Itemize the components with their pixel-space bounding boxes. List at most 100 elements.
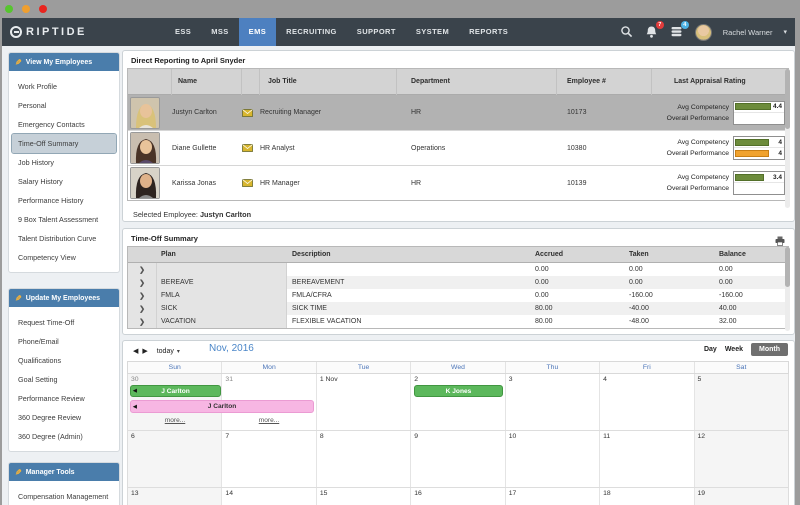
sidebar-item-performance-history[interactable]: Performance History [9, 191, 119, 210]
calendar-day-cell[interactable]: 15 [317, 488, 411, 505]
sidebar-view-my-employees: ✎ View My Employees Work Profile Persona… [8, 52, 120, 273]
calendar-day-cell[interactable]: 9 [411, 431, 505, 487]
sidebar-item-qualifications[interactable]: Qualifications [9, 351, 119, 370]
sidebar-item-salary-history[interactable]: Salary History [9, 172, 119, 191]
expand-arrow-icon[interactable]: ❯ [128, 302, 157, 315]
expand-arrow-icon[interactable]: ❯ [128, 289, 157, 302]
calendar-week-row: 13 14 15 16 17 18 19 [128, 488, 788, 505]
timeoff-row[interactable]: ❯ 0.00 0.00 0.00 [128, 263, 788, 276]
calendar-event-j-carlton-green[interactable]: ◀ J Carlton [130, 385, 221, 397]
sidebar-item-personal[interactable]: Personal [9, 96, 119, 115]
calendar-day-cell[interactable]: 4 [600, 374, 694, 430]
nav-right-controls: 7 4 Rachel Warner ▾ [620, 18, 787, 46]
sidebar-item-goal-setting[interactable]: Goal Setting [9, 370, 119, 389]
window-minimize-dot[interactable] [5, 5, 13, 13]
calendar-day-cell[interactable]: 16 [411, 488, 505, 505]
calendar-prev-icon[interactable]: ◀ ▶ [133, 347, 149, 355]
employee-row[interactable]: Justyn Carlton Recruiting Manager HR 101… [128, 95, 788, 130]
more-events-link[interactable]: more... [128, 417, 222, 424]
calendar-day-cell[interactable]: 1 Nov [317, 374, 411, 430]
timeoff-row[interactable]: ❯ FMLA FMLA/CFRA 0.00 -160.00 -160.00 [128, 289, 788, 302]
col-balance: Balance [715, 247, 788, 262]
brand[interactable]: RIPTIDE [10, 26, 87, 38]
nav-item-ems[interactable]: EMS [239, 18, 276, 46]
calendar-view-month[interactable]: Month [751, 343, 788, 356]
calendar-day-cell[interactable]: 19 [695, 488, 788, 505]
sidebar-section-title: Manager Tools [26, 469, 75, 476]
timeoff-summary-panel: Time-Off Summary Plan Description Accrue… [122, 228, 795, 335]
window-close-dot[interactable] [39, 5, 47, 13]
nav-item-reports[interactable]: REPORTS [459, 18, 518, 46]
user-menu-caret-icon[interactable]: ▾ [783, 28, 787, 36]
calendar-day-cell[interactable]: 12 [695, 431, 788, 487]
nav-item-mss[interactable]: MSS [201, 18, 238, 46]
nav-item-ess[interactable]: ESS [165, 18, 201, 46]
nav-item-recruiting[interactable]: RECRUITING [276, 18, 347, 46]
search-icon[interactable] [620, 25, 634, 39]
timeoff-row[interactable]: ❯ SICK SICK TIME 80.00 -40.00 40.00 [128, 302, 788, 315]
calendar-grid: 30 31 1 Nov 2 3 4 5 6 7 8 9 10 11 12 [127, 374, 789, 505]
selected-employee-line: Selected Employee: Justyn Carlton [133, 210, 251, 219]
email-icon[interactable] [242, 109, 260, 117]
sidebar-item-performance-review[interactable]: Performance Review [9, 389, 119, 408]
sidebar-item-360-admin[interactable]: 360 Degree (Admin) [9, 427, 119, 446]
user-name[interactable]: Rachel Warner [723, 28, 773, 37]
calendar-day-cell[interactable]: 14 [222, 488, 316, 505]
calendar-view-day[interactable]: Day [704, 346, 717, 353]
calendar-view-week[interactable]: Week [725, 346, 743, 353]
expand-arrow-icon[interactable]: ❯ [128, 276, 157, 289]
email-icon[interactable] [242, 179, 260, 187]
nav-item-support[interactable]: SUPPORT [347, 18, 406, 46]
accrued-cell: 0.00 [525, 289, 625, 302]
calendar-today-button[interactable]: today [157, 348, 174, 355]
sidebar-item-job-history[interactable]: Job History [9, 153, 119, 172]
pencil-icon: ✎ [15, 294, 22, 303]
employee-department: HR [397, 180, 557, 187]
user-avatar[interactable] [695, 24, 712, 41]
more-events-link[interactable]: more... [222, 417, 316, 424]
sidebar-item-time-off-summary[interactable]: Time-Off Summary [12, 134, 116, 153]
email-icon[interactable] [242, 144, 260, 152]
rating-bars: 4.4 [733, 101, 785, 125]
calendar-day-cell[interactable]: 6 [128, 431, 222, 487]
sidebar-item-work-profile[interactable]: Work Profile [9, 77, 119, 96]
calendar-day-cell[interactable]: 13 [128, 488, 222, 505]
timeoff-row[interactable]: ❯ VACATION FLEXIBLE VACATION 80.00 -48.0… [128, 315, 788, 328]
calendar-day-cell[interactable]: 10 [506, 431, 600, 487]
nav-item-system[interactable]: SYSTEM [406, 18, 459, 46]
calendar-day-cell[interactable]: 7 [222, 431, 316, 487]
calendar-event-j-carlton-pink[interactable]: ◀ J Carlton [130, 400, 314, 413]
calendar-day-cell[interactable]: 11 [600, 431, 694, 487]
sidebar-item-request-time-off[interactable]: Request Time-Off [9, 313, 119, 332]
calendar-day-cell[interactable]: 8 [317, 431, 411, 487]
sidebar-item-360-review[interactable]: 360 Degree Review [9, 408, 119, 427]
calendar-day-cell[interactable]: 17 [506, 488, 600, 505]
expand-arrow-icon[interactable]: ❯ [128, 315, 157, 328]
avg-competency-value: 3.4 [773, 174, 784, 181]
calendar-today-caret-icon[interactable]: ▾ [177, 348, 180, 355]
sidebar-item-emergency-contacts[interactable]: Emergency Contacts [9, 115, 119, 134]
event-continues-left-icon: ◀ [133, 388, 137, 394]
messages-stack-icon[interactable]: 4 [670, 25, 684, 39]
employee-row[interactable]: Karissa Jonas HR Manager HR 10139 Avg Co… [128, 165, 788, 200]
calendar-day-cell[interactable]: 18 [600, 488, 694, 505]
employee-job-title: HR Manager [260, 180, 397, 187]
calendar-day-cell[interactable]: 3 [506, 374, 600, 430]
expand-arrow-icon[interactable]: ❯ [128, 263, 157, 276]
calendar-event-k-jones[interactable]: K Jones [414, 385, 503, 397]
sidebar-item-competency-view[interactable]: Competency View [9, 248, 119, 267]
timeoff-row[interactable]: ❯ BEREAVE BEREAVEMENT 0.00 0.00 0.00 [128, 276, 788, 289]
calendar-day-cell[interactable]: 5 [695, 374, 788, 430]
sidebar-section-header: ✎ View My Employees [9, 53, 119, 71]
sidebar-item-9-box[interactable]: 9 Box Talent Assessment [9, 210, 119, 229]
sidebar-item-talent-distribution[interactable]: Talent Distribution Curve [9, 229, 119, 248]
sidebar-item-phone-email[interactable]: Phone/Email [9, 332, 119, 351]
scrollbar-thumb[interactable] [785, 69, 790, 129]
scrollbar-thumb[interactable] [785, 247, 790, 287]
employee-row[interactable]: Diane Gullette HR Analyst Operations 103… [128, 130, 788, 165]
sidebar-item-compensation-management[interactable]: Compensation Management [9, 487, 119, 505]
avg-competency-value: 4.4 [773, 103, 784, 110]
calendar-day-cell[interactable]: 2 [411, 374, 505, 430]
window-restore-dot[interactable] [22, 5, 30, 13]
notifications-bell-icon[interactable]: 7 [645, 25, 659, 39]
